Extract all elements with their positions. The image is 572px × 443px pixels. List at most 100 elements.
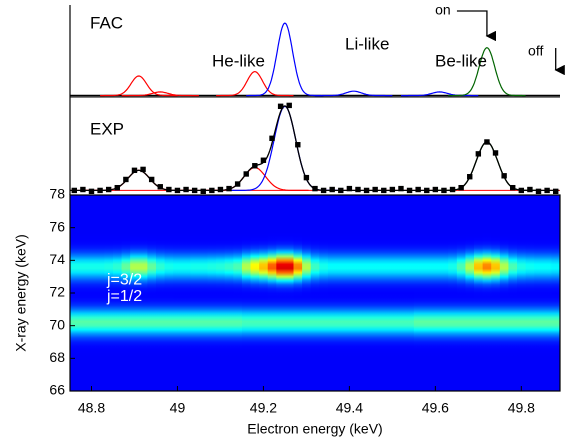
data-point bbox=[123, 176, 129, 183]
heat-column bbox=[508, 195, 518, 391]
data-point bbox=[226, 185, 232, 192]
heat-column bbox=[241, 195, 252, 391]
data-point bbox=[449, 186, 456, 193]
data-point bbox=[200, 188, 206, 195]
x-tick-label: 49.6 bbox=[422, 400, 449, 416]
heat-column bbox=[379, 195, 389, 391]
data-point bbox=[372, 186, 378, 193]
heat-column bbox=[276, 195, 286, 391]
data-point bbox=[80, 186, 86, 193]
y-tick-label: 74 bbox=[49, 251, 65, 267]
y-tick-label: 66 bbox=[49, 382, 65, 398]
heat-column bbox=[233, 195, 243, 391]
data-point bbox=[389, 186, 396, 193]
data-point bbox=[406, 187, 413, 194]
data-point bbox=[475, 151, 482, 157]
data-point bbox=[191, 187, 198, 194]
series-label: He-like bbox=[212, 51, 265, 70]
heat-column bbox=[250, 195, 260, 391]
data-point bbox=[303, 174, 310, 181]
heat-column bbox=[207, 195, 217, 391]
heat-column bbox=[190, 195, 200, 391]
data-point bbox=[441, 187, 447, 194]
data-point bbox=[243, 171, 249, 177]
data-point bbox=[535, 188, 542, 195]
data-point bbox=[424, 187, 430, 194]
data-point bbox=[217, 186, 224, 193]
heat-column bbox=[87, 195, 97, 391]
heat-column bbox=[319, 195, 329, 391]
heat-column bbox=[173, 195, 183, 391]
data-point bbox=[458, 184, 464, 191]
data-point bbox=[355, 186, 361, 193]
data-point bbox=[88, 188, 95, 195]
heat-column bbox=[198, 195, 209, 391]
heat-column bbox=[121, 195, 131, 391]
y-tick-label: 68 bbox=[49, 349, 65, 365]
peak-curve bbox=[216, 70, 294, 97]
heat-column bbox=[474, 195, 484, 391]
band-label: j=3/2 bbox=[106, 272, 142, 289]
heat-column bbox=[482, 195, 492, 391]
data-point bbox=[166, 186, 172, 193]
heat-column bbox=[345, 195, 355, 391]
heat-column bbox=[362, 195, 372, 391]
data-point bbox=[312, 185, 318, 192]
x-tick-label: 48.8 bbox=[78, 400, 105, 416]
heat-column bbox=[95, 195, 105, 391]
data-point bbox=[381, 187, 387, 194]
data-point bbox=[415, 186, 421, 193]
x-axis-label: Electron energy (keV) bbox=[247, 421, 382, 437]
data-point bbox=[295, 142, 301, 148]
data-point bbox=[97, 187, 103, 194]
fit-component bbox=[433, 141, 541, 191]
heat-column bbox=[370, 195, 381, 391]
heat-column bbox=[78, 195, 88, 391]
peak-curve bbox=[246, 22, 324, 97]
heat-column bbox=[138, 195, 148, 391]
fit-component bbox=[201, 166, 309, 191]
heat-column bbox=[216, 195, 226, 391]
heat-column bbox=[388, 195, 398, 391]
heat-column bbox=[353, 195, 363, 391]
panel-label: EXP bbox=[90, 119, 124, 138]
heat-column bbox=[147, 195, 157, 391]
data-point bbox=[277, 103, 284, 110]
heat-column bbox=[491, 195, 501, 391]
heat-column bbox=[551, 195, 560, 391]
annotation: off bbox=[528, 43, 543, 59]
heat-column bbox=[284, 195, 295, 391]
heat-column bbox=[534, 195, 544, 391]
data-point bbox=[234, 181, 241, 187]
heat-column bbox=[413, 195, 424, 391]
heat-column bbox=[293, 195, 303, 391]
heat-column bbox=[405, 195, 415, 391]
data-point bbox=[114, 184, 120, 191]
data-point bbox=[544, 187, 550, 194]
heat-column bbox=[130, 195, 140, 391]
heat-column bbox=[259, 195, 269, 391]
y-axis-label: X-ray energy (keV) bbox=[13, 234, 29, 351]
data-point bbox=[105, 186, 112, 193]
heat-column bbox=[310, 195, 320, 391]
peak-curve bbox=[448, 47, 526, 97]
heat-column bbox=[104, 195, 114, 391]
y-tick-label: 72 bbox=[49, 284, 65, 300]
y-tick-label: 76 bbox=[49, 218, 65, 234]
heat-column bbox=[336, 195, 346, 391]
y-tick-label: 78 bbox=[49, 186, 65, 202]
heat-column bbox=[448, 195, 458, 391]
data-point bbox=[260, 157, 267, 163]
data-point bbox=[492, 150, 499, 156]
series-label: Li-like bbox=[345, 34, 389, 53]
data-point bbox=[286, 102, 292, 109]
band-label: j=1/2 bbox=[106, 288, 142, 305]
heat-column bbox=[525, 195, 535, 391]
peak-curve bbox=[121, 91, 199, 97]
heat-column bbox=[155, 195, 166, 391]
data-point bbox=[518, 187, 525, 194]
data-point bbox=[269, 135, 275, 142]
data-point bbox=[148, 176, 155, 183]
heat-column bbox=[224, 195, 234, 391]
